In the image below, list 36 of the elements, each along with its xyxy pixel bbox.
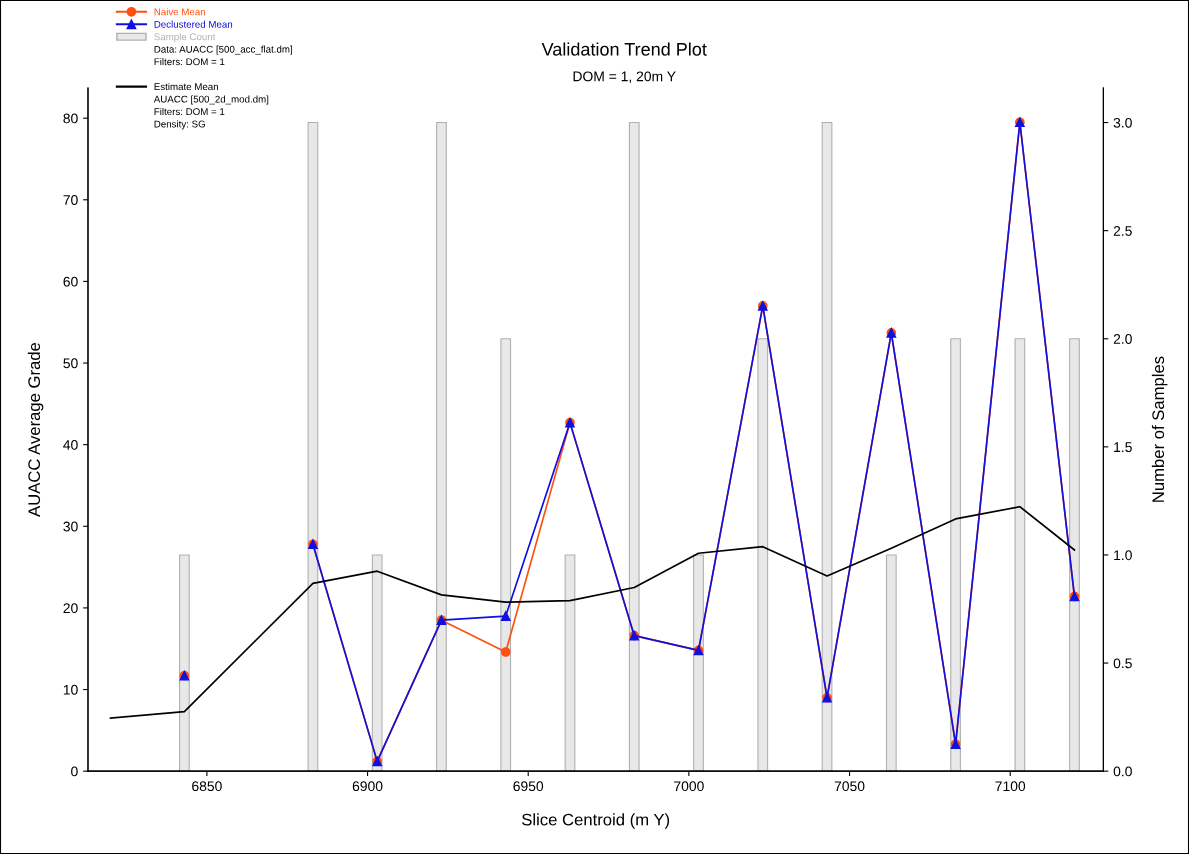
x-tick-label: 7000 [674, 781, 704, 792]
y-tick-label: 40 [63, 440, 78, 450]
x-tick-label: 7100 [995, 781, 1026, 792]
y2-tick-label: 0.5 [1113, 658, 1132, 669]
legend-label: Naive Mean [154, 8, 206, 16]
annotation: Density: SG [154, 120, 205, 130]
text: Data: AUACC [500_acc_flat.dm] [154, 45, 292, 55]
y2-tick-label: 2.0 [1113, 334, 1132, 344]
y2-tick-label: 0.0 [1113, 766, 1132, 777]
annotation: Filters: DOM = 1 [154, 107, 225, 116]
legend-label: Declustered Mean [154, 20, 233, 28]
y-tick-label: 50 [63, 358, 78, 369]
y2-tick-label: 1.0 [1114, 550, 1132, 561]
legend-label: Sample Count [154, 33, 216, 43]
y-tick-label: 60 [63, 276, 78, 287]
y-tick-label: 80 [63, 113, 78, 124]
y2-tick-label: 2.5 [1113, 225, 1132, 236]
y-tick-label: 10 [63, 684, 78, 695]
x-tick-label: 6950 [513, 781, 544, 792]
text: Filters: DOM = 1 [154, 58, 225, 66]
y2-tick-label: 3.0 [1113, 117, 1132, 128]
x-tick-label: 6900 [352, 781, 383, 792]
x-axis-title: Slice Centroid (m Y) [522, 813, 670, 829]
y-tick-label: 20 [63, 603, 78, 614]
y2-tick-label: 1.5 [1114, 442, 1132, 453]
y-tick-label: 0 [71, 766, 78, 777]
y2-axis-title: Number of Samples [1151, 356, 1168, 502]
y-tick-label: 70 [63, 195, 78, 205]
y-axis-title: AUACC Average Grade [27, 342, 44, 517]
y-tick-label: 30 [63, 521, 78, 532]
x-tick-label: 7050 [834, 781, 865, 792]
chart-subtitle: DOM = 1, 20m Y [573, 71, 676, 83]
chart-title: Validation Trend Plot [541, 42, 707, 56]
legend-label: Estimate Mean [154, 82, 218, 91]
annotation: AUACC [500_2d_mod.dm] [153, 95, 269, 105]
x-tick-label: 6850 [192, 781, 222, 792]
